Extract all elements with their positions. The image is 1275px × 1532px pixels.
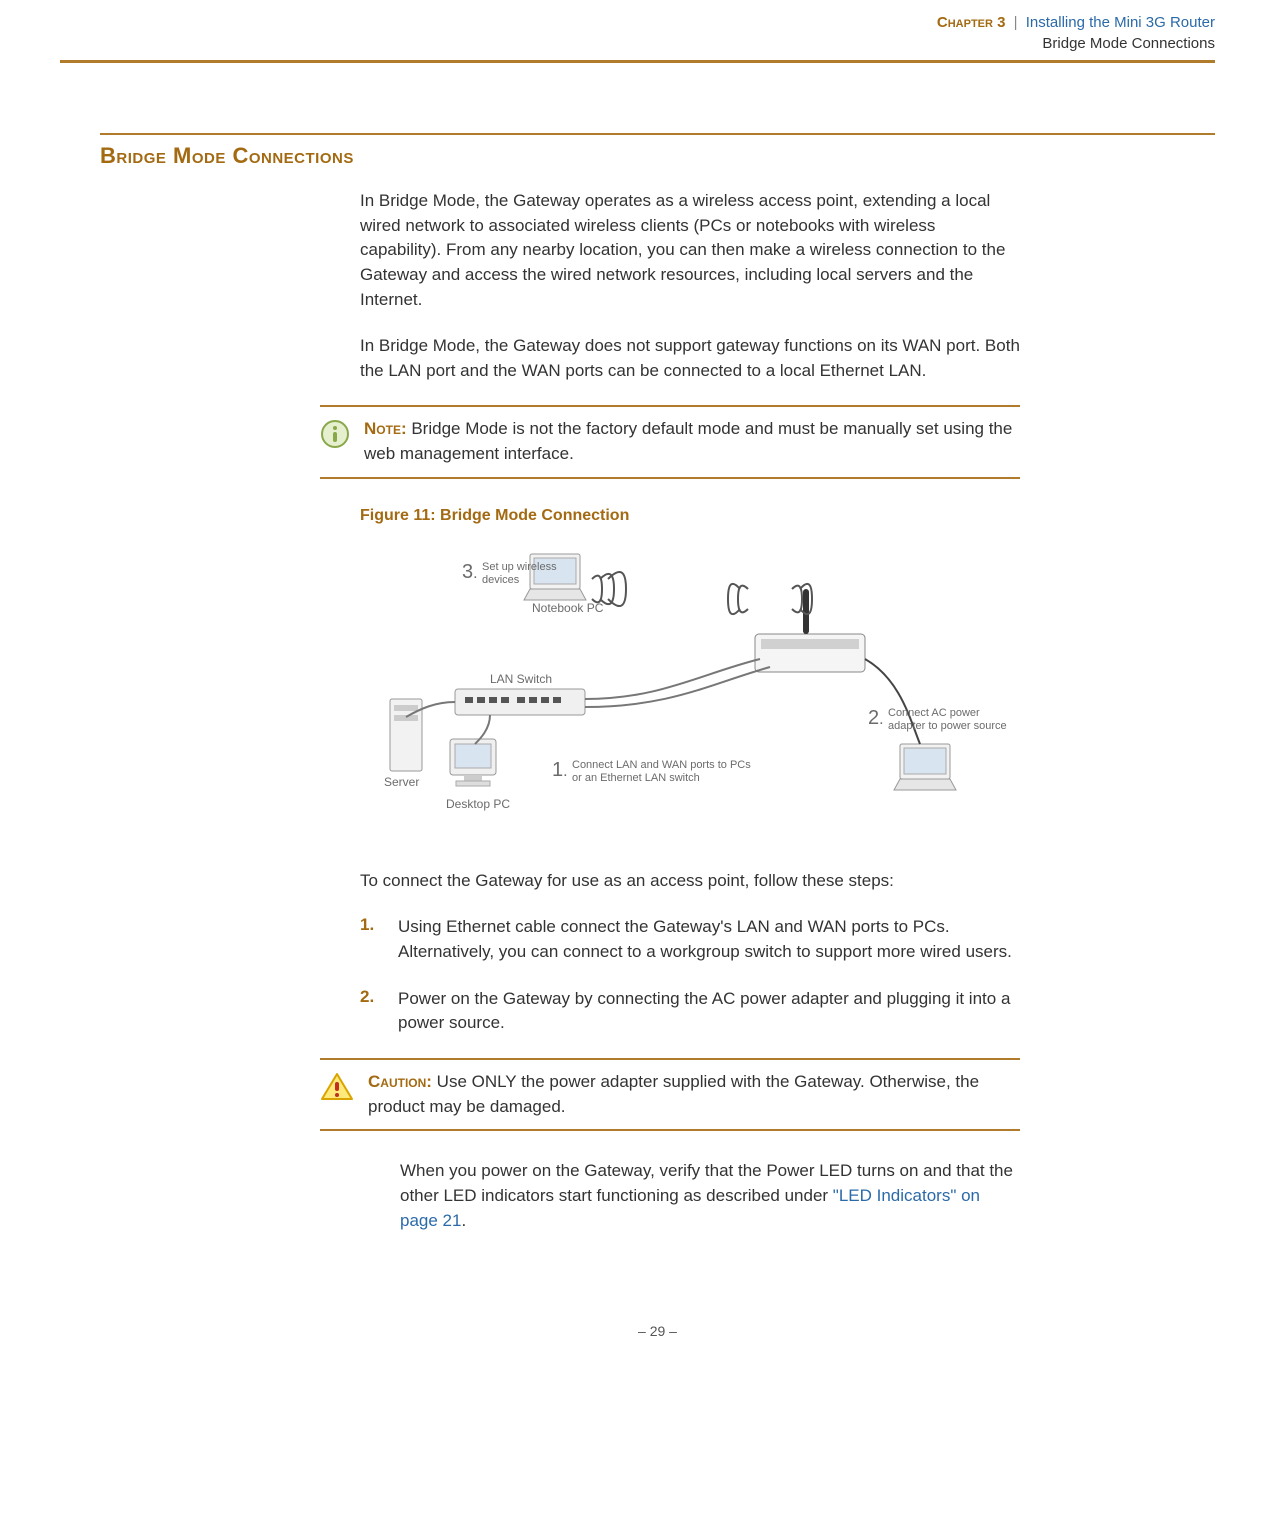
header-subline: Bridge Mode Connections [937,33,1215,54]
fig-step2-num: 2 [868,707,879,729]
step-item: 1. Using Ethernet cable connect the Gate… [360,915,1020,964]
caution-callout: Caution: Use ONLY the power adapter supp… [320,1058,1020,1131]
figure-caption: Figure 11: Bridge Mode Connection [360,507,1020,525]
fig-step2-text: Connect AC power adapter to power source [888,707,1018,733]
fig-step1-num: 1 [552,759,563,781]
section-rule [100,133,1215,135]
fig-desktop-label: Desktop PC [446,797,510,811]
fig-step1-text: Connect LAN and WAN ports to PCs or an E… [572,759,752,785]
section-heading: Bridge Mode Connections [100,143,1215,169]
warning-icon [320,1072,354,1107]
step-text: Using Ethernet cable connect the Gateway… [398,915,1020,964]
note-callout: Note: Bridge Mode is not the factory def… [320,405,1020,478]
fig-step3-text: Set up wireless devices [482,561,562,587]
page-header: Chapter 3 | Installing the Mini 3G Route… [60,0,1215,63]
step-number: 1. [360,915,382,964]
after-caution-paragraph: When you power on the Gateway, verify th… [400,1159,1020,1233]
steps-intro: To connect the Gateway for use as an acc… [360,869,1020,894]
info-icon [320,419,350,454]
note-label: Note: [364,419,407,438]
header-separator: | [1014,14,1018,31]
fig-step3-num: 3 [462,561,473,583]
figure-diagram: 3. Set up wireless devices Notebook PC L… [360,539,1020,829]
note-text: Note: Bridge Mode is not the factory def… [364,417,1020,466]
note-body-text: Bridge Mode is not the factory default m… [364,419,1012,463]
fig-notebook-label: Notebook PC [532,601,603,615]
step-number: 2. [360,987,382,1036]
chapter-label: Chapter 3 [937,14,1006,31]
page-number: – 29 – [100,1323,1215,1339]
chapter-title: Installing the Mini 3G Router [1026,14,1215,31]
header-text-block: Chapter 3 | Installing the Mini 3G Route… [937,12,1215,54]
note-rule-bottom [320,477,1020,479]
step-text: Power on the Gateway by connecting the A… [398,987,1020,1036]
caution-label: Caution: [368,1072,432,1091]
caution-body-text: Use ONLY the power adapter supplied with… [368,1072,979,1116]
fig-server-label: Server [384,775,419,789]
after-caution-post: . [461,1211,466,1230]
caution-text: Caution: Use ONLY the power adapter supp… [368,1070,1020,1119]
fig-lanswitch-label: LAN Switch [490,672,552,686]
intro-paragraph-1: In Bridge Mode, the Gateway operates as … [360,189,1020,312]
diagram-svg [360,539,1020,829]
caution-rule-bottom [320,1129,1020,1131]
step-item: 2. Power on the Gateway by connecting th… [360,987,1020,1036]
intro-paragraph-2: In Bridge Mode, the Gateway does not sup… [360,334,1020,383]
